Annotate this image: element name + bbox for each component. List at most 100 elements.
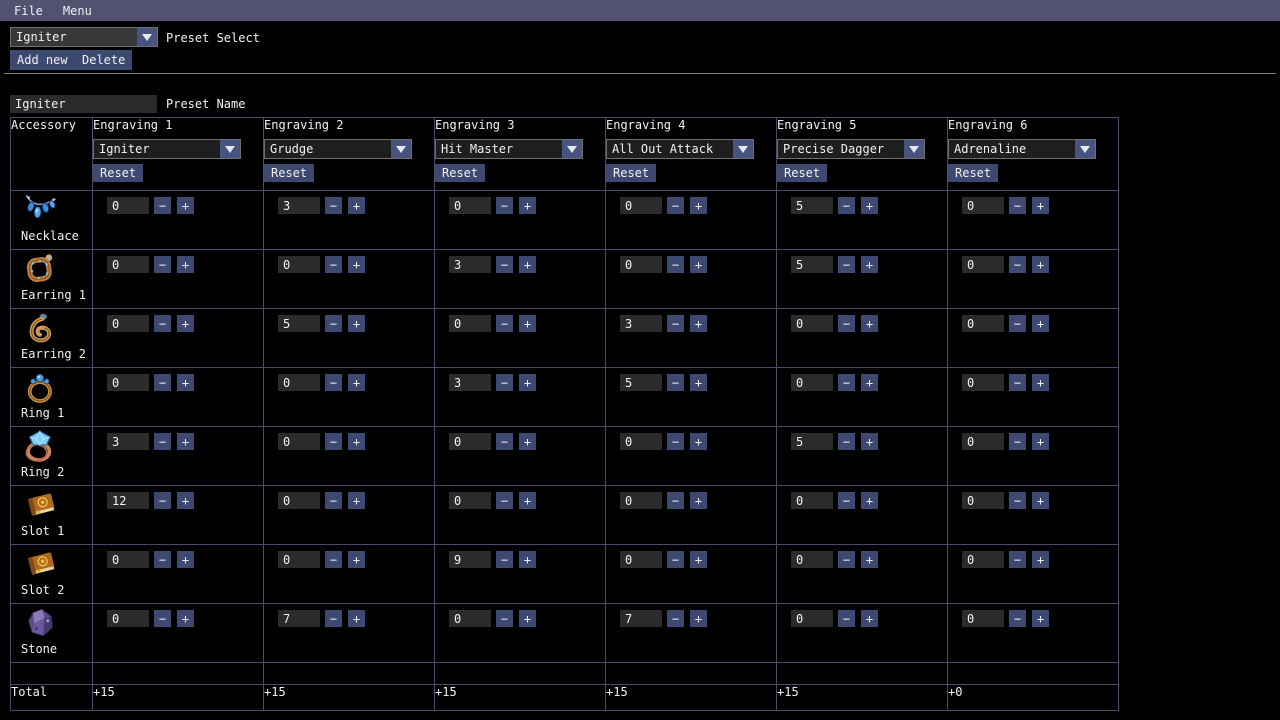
engraving-value-input[interactable] <box>278 492 320 509</box>
chevron-down-icon[interactable] <box>1075 140 1095 158</box>
engraving-value-input[interactable] <box>107 610 149 627</box>
decrement-button[interactable]: − <box>1009 433 1026 450</box>
decrement-button[interactable]: − <box>838 492 855 509</box>
engraving-value-input[interactable] <box>278 610 320 627</box>
preset-name-input[interactable] <box>10 95 157 113</box>
engraving-value-input[interactable] <box>107 374 149 391</box>
decrement-button[interactable]: − <box>325 433 342 450</box>
chevron-down-icon[interactable] <box>562 140 582 158</box>
engraving-value-input[interactable] <box>449 256 491 273</box>
engraving-value-input[interactable] <box>620 315 662 332</box>
chevron-down-icon[interactable] <box>391 140 411 158</box>
reset-button[interactable]: Reset <box>93 164 144 182</box>
increment-button[interactable]: + <box>177 315 194 332</box>
reset-button[interactable]: Reset <box>606 164 657 182</box>
engraving-value-input[interactable] <box>620 256 662 273</box>
decrement-button[interactable]: − <box>1009 256 1026 273</box>
decrement-button[interactable]: − <box>496 197 513 214</box>
decrement-button[interactable]: − <box>325 610 342 627</box>
engraving-value-input[interactable] <box>278 374 320 391</box>
decrement-button[interactable]: − <box>1009 610 1026 627</box>
decrement-button[interactable]: − <box>838 433 855 450</box>
decrement-button[interactable]: − <box>496 610 513 627</box>
reset-button[interactable]: Reset <box>264 164 315 182</box>
increment-button[interactable]: + <box>1032 551 1049 568</box>
engraving-value-input[interactable] <box>449 315 491 332</box>
increment-button[interactable]: + <box>348 551 365 568</box>
decrement-button[interactable]: − <box>838 256 855 273</box>
engraving-value-input[interactable] <box>791 433 833 450</box>
increment-button[interactable]: + <box>348 433 365 450</box>
decrement-button[interactable]: − <box>325 374 342 391</box>
increment-button[interactable]: + <box>861 374 878 391</box>
increment-button[interactable]: + <box>690 492 707 509</box>
decrement-button[interactable]: − <box>496 492 513 509</box>
increment-button[interactable]: + <box>690 610 707 627</box>
decrement-button[interactable]: − <box>838 197 855 214</box>
engraving-select-dropdown[interactable]: Precise Dagger <box>777 139 925 159</box>
decrement-button[interactable]: − <box>154 551 171 568</box>
reset-button[interactable]: Reset <box>948 164 999 182</box>
decrement-button[interactable]: − <box>667 433 684 450</box>
engraving-value-input[interactable] <box>791 492 833 509</box>
engraving-select-dropdown[interactable]: Grudge <box>264 139 412 159</box>
decrement-button[interactable]: − <box>154 374 171 391</box>
increment-button[interactable]: + <box>348 492 365 509</box>
engraving-select-dropdown[interactable]: Adrenaline <box>948 139 1096 159</box>
decrement-button[interactable]: − <box>1009 551 1026 568</box>
engraving-value-input[interactable] <box>107 433 149 450</box>
increment-button[interactable]: + <box>519 551 536 568</box>
engraving-value-input[interactable] <box>278 197 320 214</box>
engraving-value-input[interactable] <box>449 492 491 509</box>
engraving-value-input[interactable] <box>449 433 491 450</box>
increment-button[interactable]: + <box>177 551 194 568</box>
increment-button[interactable]: + <box>1032 256 1049 273</box>
increment-button[interactable]: + <box>690 551 707 568</box>
decrement-button[interactable]: − <box>667 610 684 627</box>
decrement-button[interactable]: − <box>838 610 855 627</box>
engraving-value-input[interactable] <box>962 551 1004 568</box>
engraving-value-input[interactable] <box>620 433 662 450</box>
engraving-value-input[interactable] <box>962 374 1004 391</box>
engraving-value-input[interactable] <box>107 492 149 509</box>
engraving-value-input[interactable] <box>962 610 1004 627</box>
engraving-value-input[interactable] <box>278 256 320 273</box>
engraving-value-input[interactable] <box>107 315 149 332</box>
engraving-value-input[interactable] <box>791 374 833 391</box>
engraving-value-input[interactable] <box>107 197 149 214</box>
decrement-button[interactable]: − <box>154 197 171 214</box>
increment-button[interactable]: + <box>861 256 878 273</box>
decrement-button[interactable]: − <box>838 551 855 568</box>
increment-button[interactable]: + <box>690 197 707 214</box>
engraving-value-input[interactable] <box>449 610 491 627</box>
decrement-button[interactable]: − <box>1009 492 1026 509</box>
engraving-value-input[interactable] <box>449 374 491 391</box>
engraving-value-input[interactable] <box>620 551 662 568</box>
engraving-value-input[interactable] <box>791 610 833 627</box>
decrement-button[interactable]: − <box>325 197 342 214</box>
increment-button[interactable]: + <box>177 492 194 509</box>
increment-button[interactable]: + <box>177 433 194 450</box>
delete-button[interactable]: Delete <box>75 50 133 70</box>
decrement-button[interactable]: − <box>667 374 684 391</box>
increment-button[interactable]: + <box>348 315 365 332</box>
engraving-value-input[interactable] <box>278 551 320 568</box>
increment-button[interactable]: + <box>519 610 536 627</box>
decrement-button[interactable]: − <box>838 374 855 391</box>
increment-button[interactable]: + <box>690 315 707 332</box>
engraving-value-input[interactable] <box>620 610 662 627</box>
decrement-button[interactable]: − <box>667 315 684 332</box>
decrement-button[interactable]: − <box>1009 374 1026 391</box>
increment-button[interactable]: + <box>1032 492 1049 509</box>
engraving-value-input[interactable] <box>449 551 491 568</box>
increment-button[interactable]: + <box>519 433 536 450</box>
engraving-value-input[interactable] <box>791 551 833 568</box>
engraving-select-dropdown[interactable]: Igniter <box>93 139 241 159</box>
increment-button[interactable]: + <box>177 374 194 391</box>
add-new-button[interactable]: Add new <box>10 50 75 70</box>
decrement-button[interactable]: − <box>1009 197 1026 214</box>
decrement-button[interactable]: − <box>154 315 171 332</box>
reset-button[interactable]: Reset <box>435 164 486 182</box>
increment-button[interactable]: + <box>519 197 536 214</box>
increment-button[interactable]: + <box>690 256 707 273</box>
